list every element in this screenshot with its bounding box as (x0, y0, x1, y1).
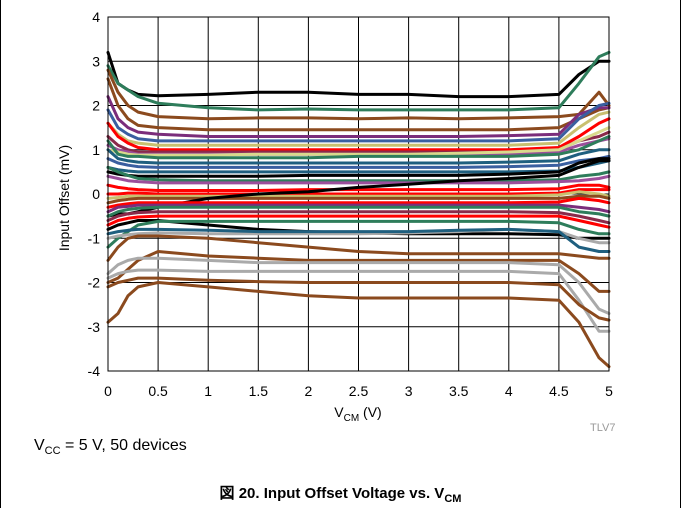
series-line-3 (106, 68, 611, 121)
series-line-20 (106, 188, 611, 196)
y-tick-label: 4 (92, 9, 100, 25)
series-line-28 (106, 214, 611, 229)
series-line-25 (106, 203, 611, 214)
x-tick-label: 5 (605, 383, 613, 399)
series-line-32 (106, 227, 611, 253)
caption-text: 図 20. Input Offset Voltage vs. V (219, 485, 445, 502)
y-tick-label: 1 (92, 142, 100, 158)
series-line-13 (106, 148, 611, 165)
y-tick-label: 2 (92, 98, 100, 114)
y-axis-label: Input Offset (mV) (56, 145, 72, 251)
y-tick-label: 3 (92, 53, 100, 69)
x-axis-label-sub: CM (344, 413, 360, 424)
x-tick-label: 3 (405, 383, 413, 399)
series-line-18 (106, 174, 611, 185)
series-line-11 (106, 126, 611, 157)
series-line-14 (106, 154, 611, 169)
y-tick-label: -3 (88, 319, 101, 335)
series-line-33 (106, 234, 611, 262)
series-lines (106, 50, 611, 369)
series-line-8 (106, 117, 611, 152)
y-tick-label: -1 (88, 230, 101, 246)
series-line-6 (106, 101, 611, 143)
figure-caption: 図 20. Input Offset Voltage vs. VCM (0, 482, 681, 505)
condition-prefix: V (34, 437, 45, 454)
series-line-37 (106, 276, 611, 322)
series-line-38 (106, 281, 611, 369)
series-line-24 (106, 196, 611, 209)
x-tick-label: 0.5 (148, 383, 168, 399)
x-tick-label: 2.5 (349, 383, 369, 399)
y-tick-label: -4 (88, 363, 101, 379)
series-line-22 (106, 194, 611, 205)
y-tick-label: 0 (92, 186, 100, 202)
x-tick-label: 1.5 (249, 383, 269, 399)
series-line-5 (106, 95, 611, 138)
series-line-7 (106, 110, 611, 147)
x-tick-label: 2 (305, 383, 313, 399)
condition-subscript: CC (44, 445, 61, 458)
x-tick-label: 0 (104, 383, 112, 399)
x-axis-label-main: V (334, 404, 344, 420)
x-tick-label: 4 (505, 383, 513, 399)
test-condition-note: VCC = 5 V, 50 devices (34, 437, 187, 457)
series-line-2 (106, 50, 611, 112)
condition-text: = 5 V, 50 devices (60, 437, 187, 454)
tick-labels: 0 0.5 1 1.5 2 2.5 3 3.5 4 4.5 5 4 3 2 1 0 -1 -2 -3 -4 (88, 9, 614, 399)
series-line-21 (106, 190, 611, 200)
series-line-15 (106, 159, 611, 174)
series-line-36 (106, 268, 611, 333)
series-line-12 (106, 135, 611, 160)
caption-subscript: CM (444, 493, 462, 505)
series-line-35 (106, 256, 611, 315)
series-line-31 (106, 227, 611, 245)
y-tick-label: -2 (88, 275, 101, 291)
x-tick-label: 3.5 (449, 383, 469, 399)
series-line-30 (106, 219, 611, 249)
plot-frame (107, 16, 610, 372)
source-tag: TLV7 (590, 422, 615, 434)
x-tick-label: 4.5 (549, 383, 569, 399)
x-axis-label: VCM (V) (334, 404, 381, 424)
x-axis-label-unit: (V) (359, 404, 382, 420)
series-line-27 (106, 210, 611, 225)
series-line-17 (106, 165, 611, 183)
series-line-26 (106, 205, 611, 218)
x-tick-label: 1 (204, 383, 212, 399)
series-line-34 (106, 250, 611, 293)
